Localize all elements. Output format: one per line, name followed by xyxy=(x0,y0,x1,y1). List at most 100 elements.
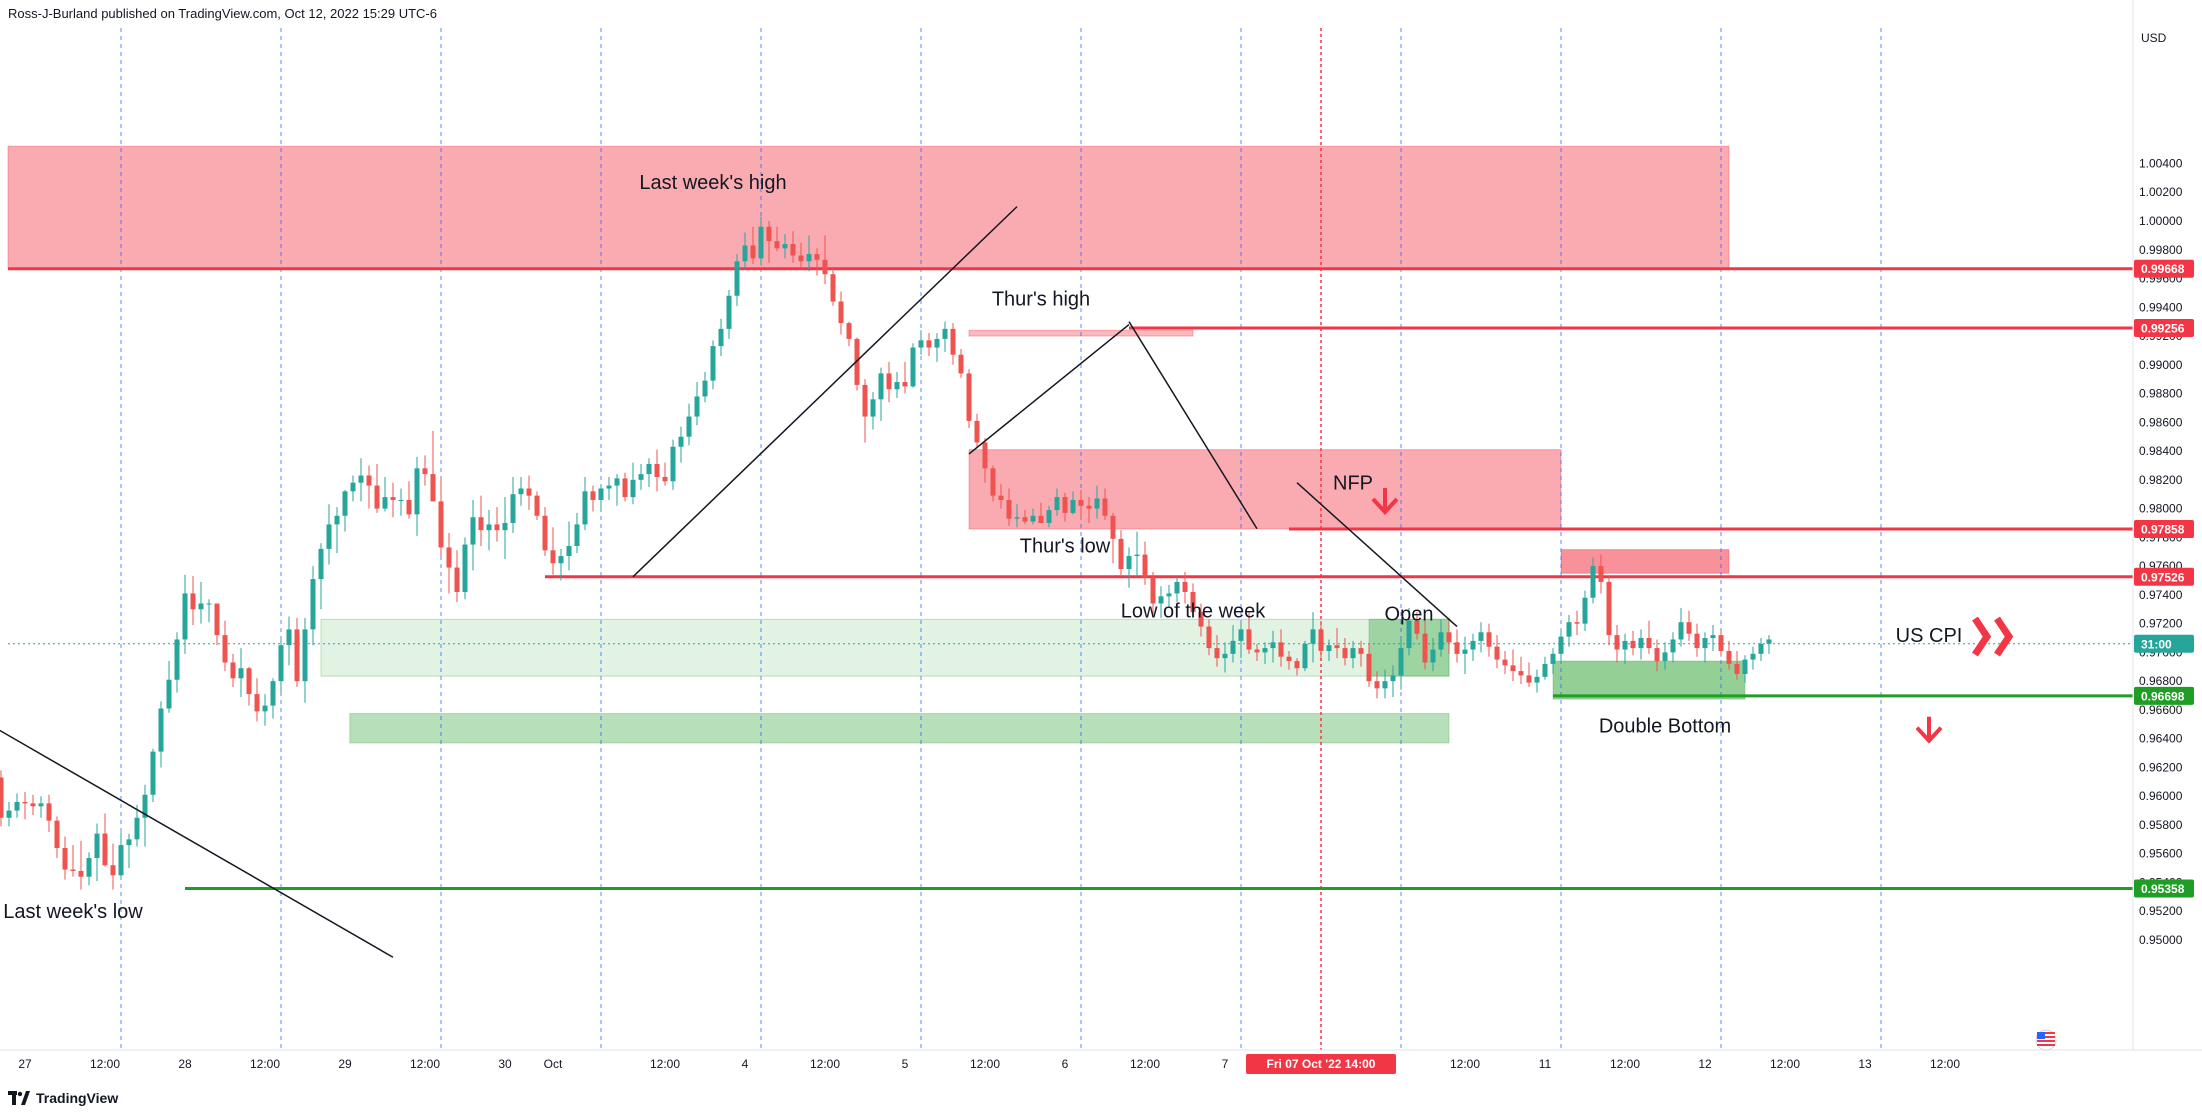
candle-228 xyxy=(1686,610,1692,641)
candle-218 xyxy=(1606,576,1612,646)
candle-body xyxy=(1718,635,1724,651)
level-price-badge-3: 0.97526 xyxy=(2134,567,2194,586)
candle-body xyxy=(686,416,692,437)
candle-92 xyxy=(598,484,604,512)
candle-145 xyxy=(1022,510,1028,525)
candle-body xyxy=(1462,649,1468,654)
candle-73 xyxy=(446,533,452,594)
x-tick-label: 12 xyxy=(1698,1057,1712,1071)
candle-body xyxy=(1310,629,1316,644)
candle-body xyxy=(1006,499,1012,519)
candle-76 xyxy=(470,499,476,571)
candle-body xyxy=(678,436,684,447)
candle-body xyxy=(14,801,20,811)
candle-123 xyxy=(846,321,852,347)
candle-236 xyxy=(1750,646,1756,670)
candle-body xyxy=(550,550,556,564)
candle-body xyxy=(1438,632,1444,650)
candle-113 xyxy=(766,221,772,263)
tradingview-brand[interactable]: TradingView xyxy=(8,1090,118,1106)
y-tick-label: 0.97400 xyxy=(2139,588,2183,602)
candle-body xyxy=(926,340,932,348)
candle-17 xyxy=(0,770,4,827)
candle-body xyxy=(270,681,276,706)
candle-223 xyxy=(1646,620,1652,654)
candle-body xyxy=(1270,642,1276,649)
zone-green-4 xyxy=(320,618,1450,677)
candle-169 xyxy=(1214,635,1220,667)
candle-183 xyxy=(1326,639,1332,662)
candle-185 xyxy=(1342,638,1348,666)
candle-222 xyxy=(1638,629,1644,660)
candle-180 xyxy=(1302,640,1308,672)
candle-body xyxy=(1326,645,1332,651)
candle-body xyxy=(1758,643,1764,654)
candle-body xyxy=(1294,661,1300,669)
candle-body xyxy=(1430,649,1436,663)
candle-body xyxy=(654,464,660,477)
candle-65 xyxy=(382,476,388,512)
candle-body xyxy=(622,478,628,498)
candle-42 xyxy=(198,581,204,624)
candle-202 xyxy=(1478,622,1484,653)
candle-167 xyxy=(1198,603,1204,637)
candle-19 xyxy=(14,793,20,818)
candle-body xyxy=(366,475,372,486)
candle-34 xyxy=(134,804,140,847)
candle-body xyxy=(662,476,668,482)
candle-body xyxy=(214,603,220,636)
candle-body xyxy=(1638,638,1644,649)
candle-102 xyxy=(678,426,684,463)
levels-layer xyxy=(8,267,2133,891)
candle-body xyxy=(1558,636,1564,654)
candle-199 xyxy=(1454,629,1460,663)
candle-68 xyxy=(406,481,412,519)
candle-97 xyxy=(638,464,644,490)
candle-143 xyxy=(1006,488,1012,526)
crosshair-date-badge: Fri 07 Oct '22 14:00 xyxy=(1246,1054,1396,1074)
candle-body xyxy=(1302,643,1308,669)
candle-body xyxy=(1678,622,1684,640)
candle-body xyxy=(918,340,924,348)
candle-body xyxy=(294,629,300,682)
candle-214 xyxy=(1574,610,1580,636)
x-tick-label: 12:00 xyxy=(810,1057,840,1071)
candle-body xyxy=(390,497,396,500)
candle-80 xyxy=(502,497,508,559)
candle-body xyxy=(974,420,980,443)
candle-body xyxy=(110,865,116,876)
candle-body xyxy=(1686,622,1692,634)
candle-119 xyxy=(814,248,820,276)
candle-body xyxy=(1046,510,1052,523)
candle-body xyxy=(862,384,868,417)
badge-bg xyxy=(2134,567,2194,586)
candle-body xyxy=(894,382,900,390)
trendline-1 xyxy=(632,206,1018,578)
candle-body xyxy=(86,858,92,877)
candle-body xyxy=(806,254,812,262)
candle-27 xyxy=(78,840,84,890)
candle-body xyxy=(494,524,500,531)
candle-body xyxy=(1286,656,1292,662)
candle-56 xyxy=(310,566,316,646)
candle-body xyxy=(814,254,820,260)
candle-141 xyxy=(990,465,996,502)
y-tick-label: 0.98000 xyxy=(2139,502,2183,516)
candle-body xyxy=(1766,639,1772,644)
candle-155 xyxy=(1102,488,1108,521)
grid-layer xyxy=(120,28,1882,1050)
candle-22 xyxy=(38,796,44,818)
candle-94 xyxy=(614,474,620,506)
annotation-2: NFP xyxy=(1333,472,1373,494)
candle-body xyxy=(382,497,388,509)
y-tick-label: 0.99800 xyxy=(2139,243,2183,257)
candle-72 xyxy=(438,476,444,557)
candle-body xyxy=(102,833,108,866)
candle-body xyxy=(1726,650,1732,664)
currency-label: USD xyxy=(2141,31,2167,45)
candle-body xyxy=(694,396,700,417)
publisher-header: Ross-J-Burland published on TradingView.… xyxy=(8,6,437,21)
candle-230 xyxy=(1702,632,1708,663)
y-tick-label: 0.99000 xyxy=(2139,358,2183,372)
